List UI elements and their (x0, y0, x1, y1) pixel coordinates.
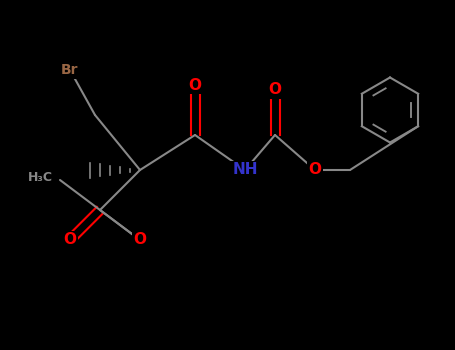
Text: O: O (308, 162, 322, 177)
Text: H₃C: H₃C (27, 171, 52, 184)
Text: Br: Br (61, 63, 79, 77)
Text: NH: NH (232, 162, 258, 177)
Text: O: O (188, 77, 202, 92)
Text: O: O (133, 232, 147, 247)
Text: O: O (268, 83, 282, 98)
Text: O: O (64, 232, 76, 247)
